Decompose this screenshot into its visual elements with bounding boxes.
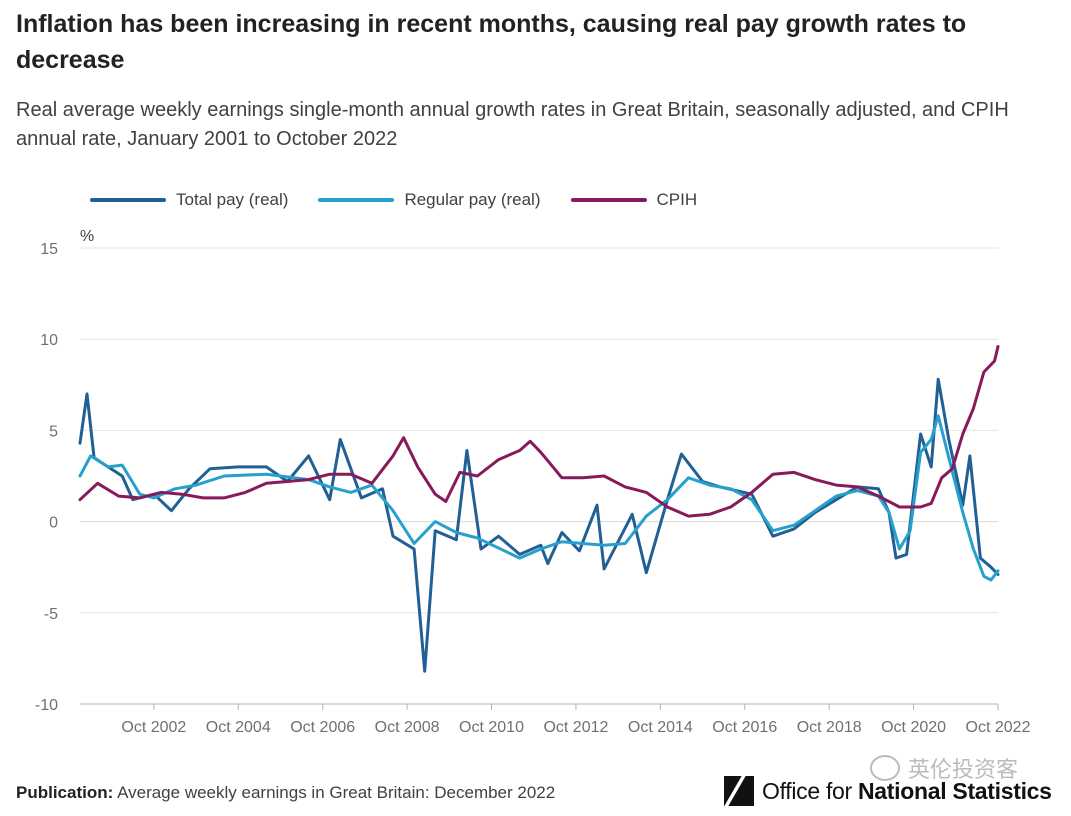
- x-tick-label: Oct 2010: [459, 719, 524, 736]
- ons-logo-text: Office for National Statistics: [762, 778, 1052, 805]
- legend-label-regular-pay: Regular pay (real): [404, 190, 541, 209]
- ons-logo: Office for National Statistics: [724, 776, 1052, 806]
- watermark-text: 英伦投资客: [908, 757, 1019, 782]
- series-lines: [78, 345, 1000, 673]
- x-tick-label: Oct 2004: [206, 719, 271, 736]
- wechat-icon: [870, 755, 900, 781]
- x-tick-label: Oct 2020: [881, 719, 946, 736]
- legend-label-total-pay: Total pay (real): [176, 190, 289, 209]
- gridlines: [80, 247, 998, 705]
- x-tick-label: Oct 2006: [290, 719, 355, 736]
- publication-link[interactable]: Average weekly earnings in Great Britain…: [117, 783, 556, 802]
- y-tick-label: 5: [49, 423, 58, 440]
- legend-item-total-pay: Total pay (real): [90, 190, 288, 210]
- series-line-total-pay-real: [78, 377, 1000, 673]
- watermark: 英伦投资客: [870, 752, 1018, 784]
- x-tick-label: Oct 2016: [712, 719, 777, 736]
- x-tick-label: Oct 2008: [375, 719, 440, 736]
- publication-label: Publication:: [16, 783, 114, 802]
- y-tick-label: 10: [40, 332, 58, 349]
- ons-logo-text-bold: National Statistics: [857, 777, 1052, 804]
- legend-swatch-cpih: [570, 198, 647, 202]
- y-tick-label: -10: [35, 697, 58, 714]
- series-line-cpih: [78, 345, 1000, 518]
- publication-footer: Publication: Average weekly earnings in …: [16, 783, 555, 803]
- chart-title: Inflation has been increasing in recent …: [16, 10, 967, 74]
- legend-swatch-total-pay: [90, 198, 166, 202]
- x-tick-label: Oct 2014: [628, 719, 693, 736]
- y-tick-label: 15: [40, 241, 58, 258]
- axes: 15 10 5 0 -5 -10% Oct 2002 Oct 2004 Oct 2006 Oct …: [35, 228, 1031, 736]
- x-tick-label: Oct 2018: [797, 719, 862, 736]
- x-tick-label: Oct 2022: [966, 719, 1031, 736]
- legend-swatch-regular-pay: [318, 198, 395, 202]
- y-tick-label: -5: [44, 606, 58, 623]
- y-axis-label: %: [80, 228, 94, 245]
- x-tick-label: Oct 2012: [543, 719, 608, 736]
- y-tick-label: 0: [49, 515, 58, 532]
- ons-logo-icon: [724, 776, 754, 806]
- legend-item-regular-pay: Regular pay (real): [318, 190, 541, 210]
- x-tick-label: Oct 2002: [121, 719, 186, 736]
- chart-subtitle: Real average weekly earnings single-mont…: [16, 99, 1009, 150]
- line-chart: 15 10 5 0 -5 -10% Oct 2002 Oct 2004 Oct 2006 Oct …: [35, 228, 1031, 736]
- chart-legend: Total pay (real) Regular pay (real) CPIH: [90, 188, 727, 212]
- legend-label-cpih: CPIH: [656, 190, 698, 209]
- legend-item-cpih: CPIH: [570, 190, 698, 210]
- ons-logo-text-light: Office for: [762, 777, 858, 804]
- series-line-regular-pay-real: [78, 414, 1000, 582]
